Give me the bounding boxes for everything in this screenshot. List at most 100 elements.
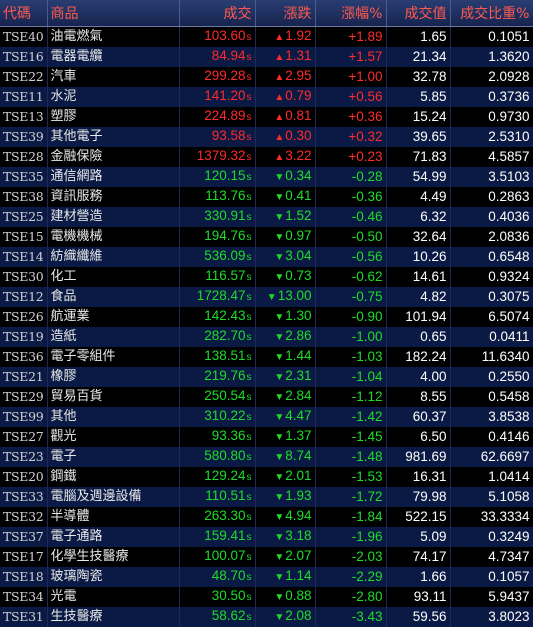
cell-ratio: 0.3075 [450,286,533,307]
cell-change: ▲1.92 [255,26,316,47]
table-row[interactable]: TSE27 觀光 93.36s ▼1.37 -1.45 6.50 0.4146 [0,426,533,447]
cell-volume: 16.31 [386,466,451,487]
cell-ratio: 3.5103 [450,166,533,187]
price-value: 219.76 [204,367,246,383]
header-code[interactable]: 代碼 [0,0,48,27]
table-row[interactable]: TSE20 鋼鐵 129.24s ▼2.01 -1.53 16.31 1.0414 [0,466,533,487]
cell-code: TSE16 [0,46,48,67]
cell-pct: -0.75 [315,286,387,307]
cell-price: 219.76s [179,366,256,387]
table-row[interactable]: TSE23 電子 580.80s ▼8.74 -1.48 981.69 62.6697 [0,446,533,467]
price-flag: s [246,331,252,343]
cell-volume: 54.99 [386,166,451,187]
change-value: 1.31 [285,47,312,63]
header-volume[interactable]: 成交值 [386,0,451,27]
down-arrow-icon: ▼ [274,551,285,563]
cell-change: ▼0.88 [255,586,316,607]
cell-volume: 60.37 [386,406,451,427]
table-row[interactable]: TSE28 金融保險 1379.32s ▲3.22 +0.23 71.83 4.5857 [0,146,533,167]
table-row[interactable]: TSE26 航運業 142.43s ▼1.30 -0.90 101.94 6.5074 [0,306,533,327]
cell-price: 194.76s [179,226,256,247]
cell-change: ▼0.41 [255,186,316,207]
down-arrow-icon: ▼ [274,271,285,283]
price-flag: s [246,471,252,483]
cell-pct: -2.80 [315,586,387,607]
header-price[interactable]: 成交 [179,0,256,27]
cell-name: 生技醫療 [47,606,180,627]
header-ratio[interactable]: 成交比重% [450,0,533,27]
table-row[interactable]: TSE21 橡膠 219.76s ▼2.31 -1.04 4.00 0.2550 [0,366,533,387]
cell-code: TSE11 [0,86,48,107]
cell-pct: -2.29 [315,566,387,587]
cell-ratio: 4.5857 [450,146,533,167]
table-row[interactable]: TSE14 紡織纖維 536.09s ▼3.04 -0.56 10.26 0.6548 [0,246,533,267]
header-pct[interactable]: 漲幅% [315,0,387,27]
cell-change: ▼13.00 [255,286,316,307]
table-row[interactable]: TSE13 塑膠 224.89s ▲0.81 +0.36 15.24 0.9730 [0,106,533,127]
price-value: 250.54 [204,387,246,403]
cell-volume: 981.69 [386,446,451,467]
cell-code: TSE38 [0,186,48,207]
cell-name: 塑膠 [47,106,180,127]
cell-volume: 1.66 [386,566,451,587]
cell-name: 電機機械 [47,226,180,247]
cell-change: ▼2.08 [255,606,316,627]
table-row[interactable]: TSE30 化工 116.57s ▼0.73 -0.62 14.61 0.9324 [0,266,533,287]
cell-volume: 101.94 [386,306,451,327]
price-flag: s [246,291,252,303]
table-row[interactable]: TSE39 其他電子 93.58s ▲0.30 +0.32 39.65 2.5310 [0,126,533,147]
down-arrow-icon: ▼ [274,571,285,583]
cell-ratio: 0.4146 [450,426,533,447]
table-row[interactable]: TSE15 電機機械 194.76s ▼0.97 -0.50 32.64 2.0836 [0,226,533,247]
table-row[interactable]: TSE33 電腦及週邊設備 110.51s ▼1.93 -1.72 79.98 5.1058 [0,486,533,507]
table-row[interactable]: TSE11 水泥 141.20s ▲0.79 +0.56 5.85 0.3736 [0,86,533,107]
table-row[interactable]: TSE19 造紙 282.70s ▼2.86 -1.00 0.65 0.0411 [0,326,533,347]
table-row[interactable]: TSE36 電子零組件 138.51s ▼1.44 -1.03 182.24 11.6340 [0,346,533,367]
table-row[interactable]: TSE34 光電 30.50s ▼0.88 -2.80 93.11 5.9437 [0,586,533,607]
table-row[interactable]: TSE18 玻璃陶瓷 48.70s ▼1.14 -2.29 1.66 0.1057 [0,566,533,587]
table-row[interactable]: TSE25 建材營造 330.91s ▼1.52 -0.46 6.32 0.4036 [0,206,533,227]
cell-change: ▼2.86 [255,326,316,347]
table-row[interactable]: TSE37 電子通路 159.41s ▼3.18 -1.96 5.09 0.3249 [0,526,533,547]
table-row[interactable]: TSE31 生技醫療 58.62s ▼2.08 -3.43 59.56 3.8023 [0,606,533,627]
table-row[interactable]: TSE38 資訊服務 113.76s ▼0.41 -0.36 4.49 0.2863 [0,186,533,207]
cell-volume: 4.00 [386,366,451,387]
cell-price: 129.24s [179,466,256,487]
change-value: 3.18 [285,527,312,543]
cell-volume: 6.32 [386,206,451,227]
price-flag: s [246,491,252,503]
price-value: 263.30 [204,507,246,523]
cell-change: ▼0.73 [255,266,316,287]
cell-price: 48.70s [179,566,256,587]
table-row[interactable]: TSE12 食品 1728.47s ▼13.00 -0.75 4.82 0.3075 [0,286,533,307]
down-arrow-icon: ▼ [274,251,285,263]
up-arrow-icon: ▲ [274,51,285,63]
table-row[interactable]: TSE16 電器電纜 84.94s ▲1.31 +1.57 21.34 1.3620 [0,46,533,67]
table-row[interactable]: TSE35 通信網路 120.15s ▼0.34 -0.28 54.99 3.5103 [0,166,533,187]
cell-name: 電子通路 [47,526,180,547]
price-flag: s [246,551,252,563]
price-value: 110.51 [205,487,246,503]
cell-volume: 71.83 [386,146,451,167]
price-value: 100.07 [204,547,246,563]
cell-code: TSE28 [0,146,48,167]
change-value: 4.94 [285,507,312,523]
cell-volume: 4.49 [386,186,451,207]
table-row[interactable]: TSE99 其他 310.22s ▼4.47 -1.42 60.37 3.8538 [0,406,533,427]
table-row[interactable]: TSE17 化學生技醫療 100.07s ▼2.07 -2.03 74.17 4.7347 [0,546,533,567]
table-row[interactable]: TSE29 貿易百貨 250.54s ▼2.84 -1.12 8.55 0.5458 [0,386,533,407]
cell-price: 142.43s [179,306,256,327]
cell-change: ▲3.22 [255,146,316,167]
cell-ratio: 6.5074 [450,306,533,327]
header-name[interactable]: 商品 [47,0,180,27]
cell-volume: 32.64 [386,226,451,247]
cell-code: TSE30 [0,266,48,287]
cell-change: ▲1.31 [255,46,316,67]
header-change[interactable]: 漲跌 [255,0,316,27]
table-row[interactable]: TSE32 半導體 263.30s ▼4.94 -1.84 522.15 33.3334 [0,506,533,527]
cell-change: ▼0.97 [255,226,316,247]
table-row[interactable]: TSE40 油電燃氣 103.60s ▲1.92 +1.89 1.65 0.1051 [0,26,533,47]
cell-name: 電子零組件 [47,346,180,367]
table-row[interactable]: TSE22 汽車 299.28s ▲2.95 +1.00 32.78 2.0928 [0,66,533,87]
down-arrow-icon: ▼ [274,171,285,183]
